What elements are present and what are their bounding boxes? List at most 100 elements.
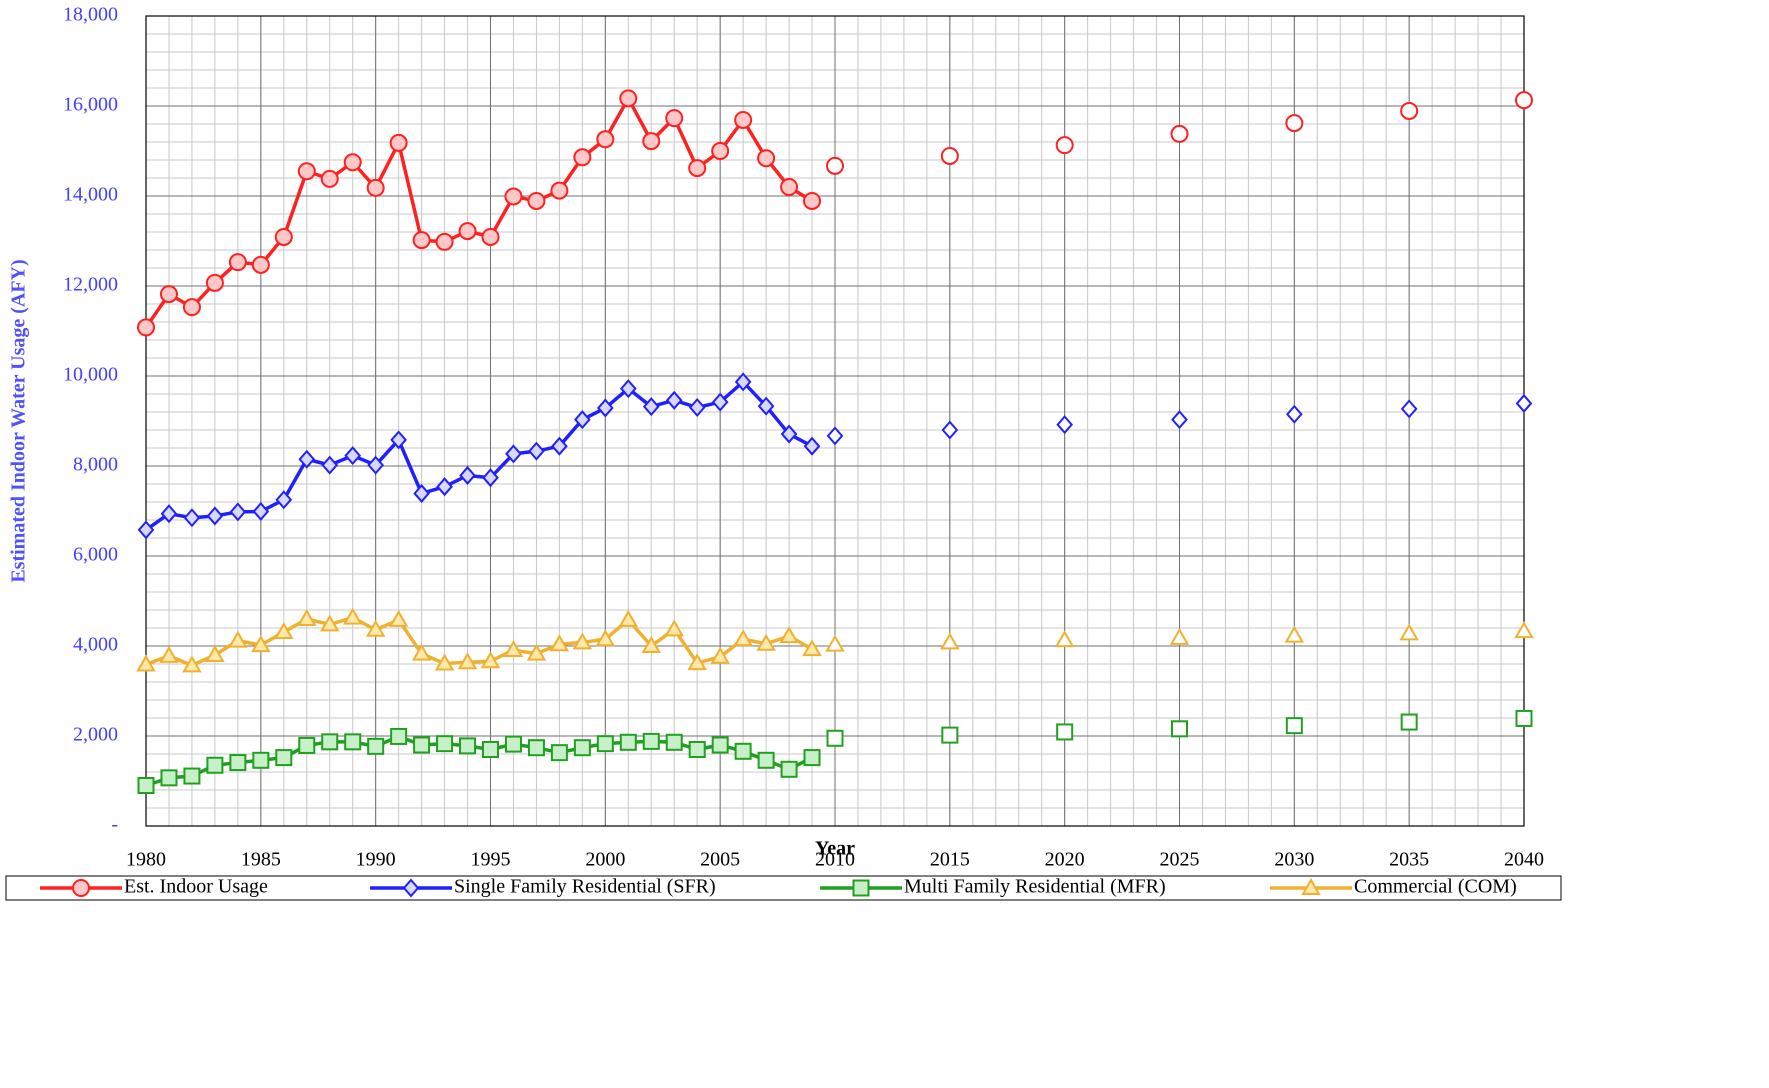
marker	[803, 436, 821, 456]
marker	[664, 619, 684, 637]
marker	[205, 273, 224, 292]
marker	[642, 732, 660, 750]
marker	[803, 191, 822, 210]
marker	[435, 232, 454, 251]
marker	[137, 318, 155, 337]
marker	[389, 133, 408, 152]
marker	[779, 626, 799, 644]
marker	[321, 733, 339, 751]
marker	[1054, 630, 1075, 648]
marker	[459, 737, 477, 755]
y-tick-label: 6,000	[73, 544, 118, 566]
x-tick-label: 2030	[1274, 849, 1314, 871]
marker	[733, 629, 753, 647]
marker	[711, 392, 729, 412]
marker	[136, 654, 156, 672]
marker	[275, 490, 293, 510]
marker	[618, 609, 639, 627]
marker	[757, 751, 775, 769]
marker	[619, 733, 637, 751]
legend-label: Est. Indoor Usage	[124, 876, 268, 898]
marker	[734, 110, 753, 129]
series-line	[144, 96, 813, 329]
y-tick-label: 10,000	[63, 364, 118, 386]
marker	[711, 736, 729, 754]
marker	[390, 430, 407, 450]
marker	[342, 607, 363, 625]
marker	[573, 739, 591, 757]
marker	[320, 614, 340, 632]
marker	[734, 372, 752, 392]
marker	[251, 255, 270, 274]
marker	[528, 441, 545, 461]
marker	[183, 767, 201, 785]
marker	[297, 608, 317, 626]
marker	[480, 651, 501, 669]
marker	[182, 655, 202, 673]
x-tick-label: 2020	[1045, 849, 1085, 871]
x-tick-label: 2005	[700, 849, 740, 871]
marker	[229, 754, 247, 772]
marker	[1285, 114, 1304, 133]
x-tick-label: 2040	[1504, 849, 1544, 871]
marker	[688, 397, 706, 418]
marker	[274, 227, 293, 246]
marker	[550, 181, 569, 200]
marker	[365, 619, 386, 637]
marker	[457, 652, 478, 670]
marker	[1515, 393, 1533, 413]
x-tick-label: 2010	[815, 849, 855, 871]
marker	[550, 744, 568, 762]
marker	[688, 159, 707, 178]
marker	[503, 640, 524, 658]
marker	[413, 483, 430, 503]
plot	[136, 89, 1534, 794]
legend-label: Single Family Residential (SFR)	[454, 876, 716, 898]
marker	[183, 508, 201, 528]
marker	[757, 396, 775, 416]
marker	[458, 222, 477, 241]
marker	[641, 635, 661, 653]
marker	[252, 751, 270, 769]
x-tick-label: 1990	[356, 849, 396, 871]
marker	[780, 760, 798, 778]
marker	[320, 169, 339, 188]
marker	[229, 502, 247, 522]
legend-item: Multi Family Residential (MFR)	[820, 876, 1166, 898]
marker	[344, 733, 362, 751]
marker	[274, 622, 294, 640]
marker	[826, 729, 844, 747]
marker	[756, 633, 776, 651]
marker	[251, 635, 271, 653]
marker	[206, 506, 224, 526]
legend-label: Commercial (COM)	[1354, 876, 1517, 898]
marker	[527, 739, 545, 757]
marker	[436, 735, 454, 753]
marker	[481, 227, 500, 246]
marker	[137, 777, 155, 794]
y-tick-label: 4,000	[73, 634, 118, 656]
marker	[941, 420, 959, 440]
marker	[159, 285, 178, 304]
x-tick-label: 1995	[471, 849, 511, 871]
marker	[298, 736, 316, 754]
marker	[482, 741, 499, 758]
marker	[803, 749, 821, 767]
marker	[596, 130, 615, 149]
marker	[711, 142, 730, 160]
marker	[757, 149, 776, 168]
legend-item: Single Family Residential (SFR)	[370, 876, 716, 898]
marker	[366, 178, 385, 197]
marker	[411, 643, 432, 661]
marker	[940, 632, 960, 650]
marker	[940, 146, 959, 165]
marker	[367, 737, 385, 755]
marker	[1171, 410, 1188, 430]
marker	[412, 231, 431, 250]
marker	[228, 630, 248, 648]
marker	[941, 726, 959, 744]
marker	[596, 735, 614, 753]
marker	[459, 465, 476, 485]
